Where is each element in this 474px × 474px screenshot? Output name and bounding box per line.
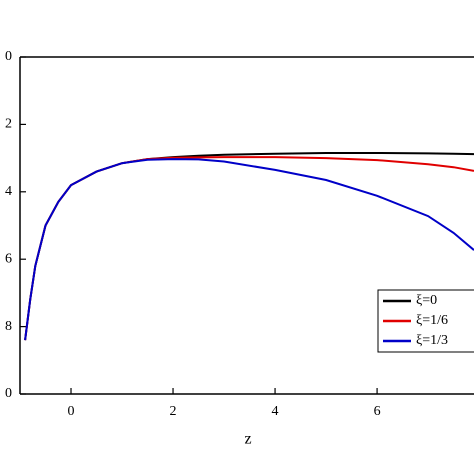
legend-label: ξ=1/3 (416, 333, 448, 348)
x-tick-label: 4 (272, 404, 279, 419)
y-tick-label: 8 (5, 319, 12, 334)
y-tick-label: 0 (5, 49, 12, 64)
x-tick-label: 6 (374, 404, 381, 419)
y-tick-label: 2 (5, 117, 12, 132)
legend-label: ξ=1/6 (416, 313, 448, 328)
x-tick-label: 0 (68, 404, 75, 419)
x-tick-label: 2 (170, 404, 177, 419)
legend-label: ξ=0 (416, 293, 437, 308)
x-axis-label: z (244, 431, 251, 448)
series-line (24, 158, 474, 341)
y-tick-label: 0 (5, 386, 12, 401)
y-tick-label: 6 (5, 251, 12, 266)
y-tick-label: 4 (5, 184, 12, 199)
